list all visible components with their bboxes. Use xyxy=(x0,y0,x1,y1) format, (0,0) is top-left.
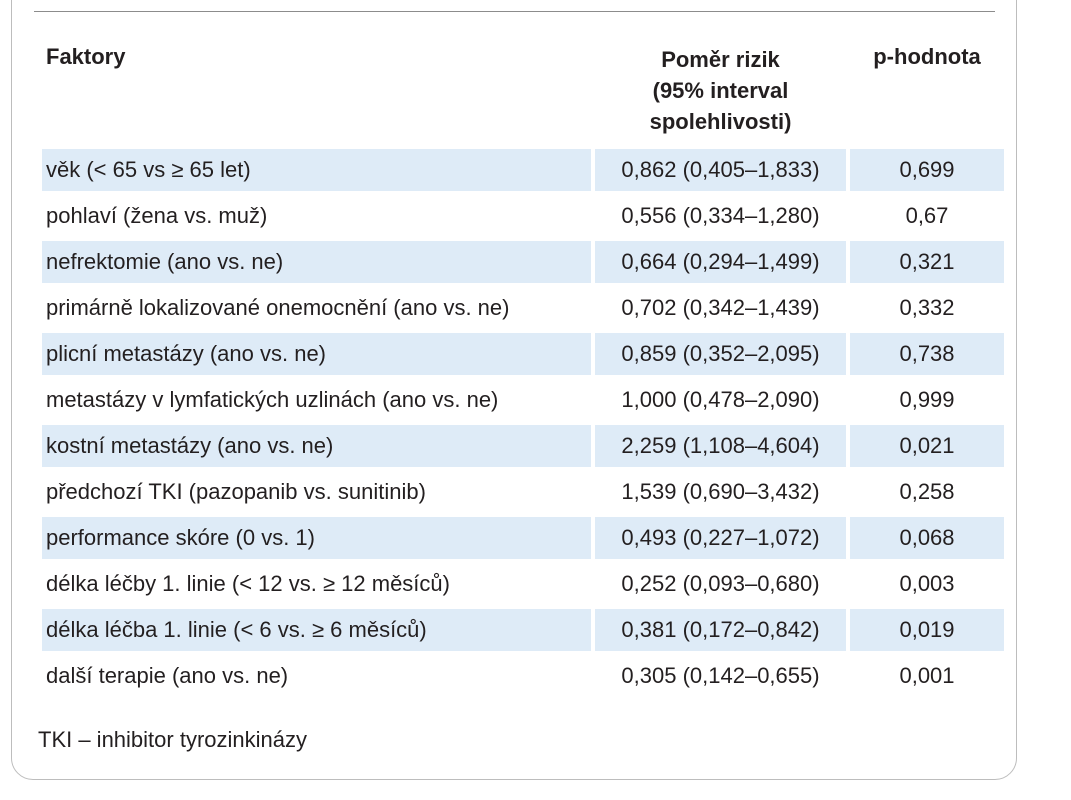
table-row: délka léčba 1. linie (< 6 vs. ≥ 6 měsíců… xyxy=(42,609,1004,651)
table-row: délka léčby 1. linie (< 12 vs. ≥ 12 měsí… xyxy=(42,563,1004,605)
table-row: performance skóre (0 vs. 1) 0,493 (0,227… xyxy=(42,517,1004,559)
p-value-cell: 0,001 xyxy=(899,663,955,688)
p-value-cell: 0,258 xyxy=(899,479,955,504)
table-row: metastázy v lymfatických uzlinách (ano v… xyxy=(42,379,1004,421)
p-value-cell: 0,332 xyxy=(899,295,955,320)
p-value-cell: 0,738 xyxy=(850,333,1004,375)
factor-cell: nefrektomie (ano vs. ne) xyxy=(42,241,591,283)
factor-cell: primárně lokalizované onemocnění (ano vs… xyxy=(46,295,510,320)
hazard-ratio-cell: 1,000 (0,478–2,090) xyxy=(621,387,820,412)
hazard-ratio-cell: 0,664 (0,294–1,499) xyxy=(595,241,846,283)
factor-cell: kostní metastázy (ano vs. ne) xyxy=(42,425,591,467)
factor-cell: performance skóre (0 vs. 1) xyxy=(42,517,591,559)
header-hazard-ratio-line-1: Poměr rizik xyxy=(661,47,780,72)
top-rule xyxy=(34,11,995,12)
hazard-ratio-cell: 0,702 (0,342–1,439) xyxy=(621,295,820,320)
factor-cell: předchozí TKI (pazopanib vs. sunitinib) xyxy=(46,479,426,504)
factor-cell: věk (< 65 vs ≥ 65 let) xyxy=(42,149,591,191)
p-value-cell: 0,321 xyxy=(850,241,1004,283)
hazard-ratio-cell: 0,381 (0,172–0,842) xyxy=(595,609,846,651)
table-row: primárně lokalizované onemocnění (ano vs… xyxy=(42,287,1004,329)
header-hazard-ratio-line-2: (95% interval xyxy=(652,78,789,103)
p-value-cell: 0,699 xyxy=(850,149,1004,191)
table-footnote: TKI – inhibitor tyrozinkinázy xyxy=(38,727,307,752)
p-value-cell: 0,019 xyxy=(850,609,1004,651)
factor-cell: metastázy v lymfatických uzlinách (ano v… xyxy=(46,387,499,412)
table-frame xyxy=(11,0,1017,780)
p-value-cell: 0,67 xyxy=(905,203,949,228)
factor-cell: plicní metastázy (ano vs. ne) xyxy=(42,333,591,375)
factor-cell: délka léčba 1. linie (< 6 vs. ≥ 6 měsíců… xyxy=(42,609,591,651)
hazard-ratio-cell: 0,305 (0,142–0,655) xyxy=(621,663,820,688)
table-row: plicní metastázy (ano vs. ne) 0,859 (0,3… xyxy=(42,333,1004,375)
table-row: kostní metastázy (ano vs. ne) 2,259 (1,1… xyxy=(42,425,1004,467)
header-row: Faktory Poměr rizik (95% interval spoleh… xyxy=(42,40,1004,145)
p-value-cell: 0,003 xyxy=(899,571,955,596)
factor-cell: délka léčby 1. linie (< 12 vs. ≥ 12 měsí… xyxy=(46,571,450,596)
hazard-ratio-cell: 1,539 (0,690–3,432) xyxy=(621,479,820,504)
p-value-cell: 0,999 xyxy=(899,387,955,412)
table-row: předchozí TKI (pazopanib vs. sunitinib) … xyxy=(42,471,1004,513)
header-factor: Faktory xyxy=(46,44,126,69)
table-row: nefrektomie (ano vs. ne) 0,664 (0,294–1,… xyxy=(42,241,1004,283)
hazard-ratio-cell: 0,493 (0,227–1,072) xyxy=(595,517,846,559)
table-row: další terapie (ano vs. ne) 0,305 (0,142–… xyxy=(42,655,1004,697)
hazard-ratio-cell: 0,862 (0,405–1,833) xyxy=(595,149,846,191)
header-hazard-ratio-line-3: spolehlivosti) xyxy=(649,109,792,134)
hazard-ratio-cell: 0,556 (0,334–1,280) xyxy=(621,203,820,228)
hazard-ratio-cell: 0,859 (0,352–2,095) xyxy=(595,333,846,375)
header-p-value: p-hodnota xyxy=(873,44,981,69)
table-row: pohlaví (žena vs. muž) 0,556 (0,334–1,28… xyxy=(42,195,1004,237)
hazard-ratio-table: Faktory Poměr rizik (95% interval spoleh… xyxy=(38,36,1008,701)
hazard-ratio-cell: 0,252 (0,093–0,680) xyxy=(621,571,820,596)
table-row: věk (< 65 vs ≥ 65 let) 0,862 (0,405–1,83… xyxy=(42,149,1004,191)
hazard-ratio-cell: 2,259 (1,108–4,604) xyxy=(595,425,846,467)
p-value-cell: 0,068 xyxy=(850,517,1004,559)
p-value-cell: 0,021 xyxy=(850,425,1004,467)
header-hazard-ratio: Poměr rizik (95% interval spolehlivosti) xyxy=(595,40,846,145)
factor-cell: další terapie (ano vs. ne) xyxy=(46,663,289,688)
factor-cell: pohlaví (žena vs. muž) xyxy=(46,203,268,228)
